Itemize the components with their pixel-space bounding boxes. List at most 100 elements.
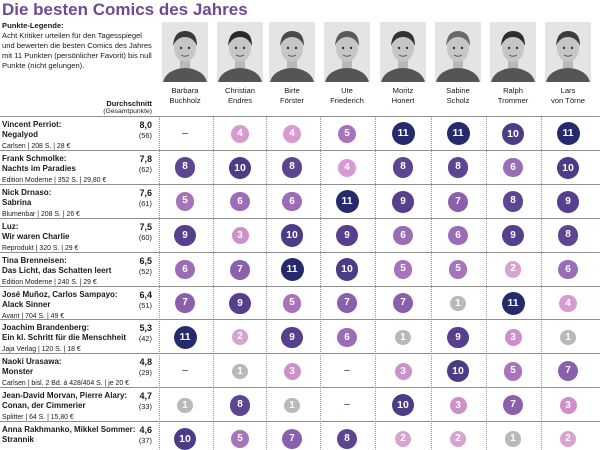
book-author: Joachim Brandenberg: — [2, 323, 90, 332]
book-author: Naoki Urasawa: — [2, 357, 62, 366]
total-points: (33) — [138, 402, 152, 411]
critic-photo-icon — [217, 22, 263, 82]
book-title: Alack Sinner — [2, 300, 51, 310]
critic-photo-icon — [545, 22, 591, 82]
score-circle: 9 — [281, 326, 303, 349]
average-score: 4,7 — [139, 391, 152, 401]
critic-last-name: Endres — [227, 96, 253, 105]
score-circle: 11 — [335, 190, 359, 214]
score-circle: 6 — [503, 158, 523, 178]
score-circle: 6 — [282, 192, 302, 212]
score-circle: 6 — [230, 192, 250, 212]
score-circle: 6 — [393, 226, 413, 246]
critic-photo-icon — [380, 22, 426, 82]
column-divider — [266, 116, 267, 450]
total-points: (37) — [138, 436, 152, 445]
points-legend: Punkte-Legende: Acht Kritiker urteilen f… — [2, 21, 154, 71]
critic-photo-icon — [490, 22, 536, 82]
book-title: Monster — [2, 367, 34, 377]
score-circle: 11 — [556, 122, 580, 146]
book-title: Wir waren Charlie — [2, 232, 70, 242]
critic-first-name: Sabine — [446, 86, 470, 95]
score-circle: 2 — [394, 430, 412, 448]
score-circle: 1 — [560, 329, 576, 345]
book-meta: Edition Moderne | 352 S. | 29,80 € — [2, 176, 107, 184]
score-circle: 5 — [230, 429, 250, 449]
score-circle: 7 — [448, 191, 468, 212]
book-author: Nick Drnaso: — [2, 188, 52, 197]
critic-name: Moritz Honert — [376, 86, 430, 106]
critic-first-name: Lars — [560, 86, 576, 95]
score-circle: 9 — [557, 190, 579, 213]
score-circle: 8 — [174, 157, 196, 179]
total-points: (56) — [138, 131, 152, 140]
critic-first-name: Christian — [225, 86, 255, 95]
row-divider — [0, 184, 600, 185]
critic-last-name: Scholz — [446, 96, 470, 105]
book-entry: Nick Drnaso: Sabrina Blumenbar | 208 S. | … — [2, 188, 158, 220]
book-meta: Reprodukt | 320 S. | 29 € — [2, 244, 79, 252]
score-circle: 4 — [283, 125, 301, 143]
book-entry: Joachim Brandenberg: Ein kl. Schritt für … — [2, 323, 158, 355]
row-divider — [0, 421, 600, 422]
score-circle: 1 — [232, 363, 248, 379]
book-title: Negalyod — [2, 130, 39, 140]
score-circle: 7 — [282, 429, 302, 450]
total-points: (51) — [138, 301, 152, 310]
score-circle: 8 — [336, 428, 358, 450]
score-circle: 3 — [449, 396, 467, 414]
book-entry: Tina Brenneisen: Das Licht, das Schatten … — [2, 256, 158, 288]
row-divider — [0, 387, 600, 388]
score-circle: 8 — [557, 225, 579, 247]
book-title: Nachts im Paradies — [2, 164, 76, 174]
legend-heading: Punkte-Legende: — [2, 21, 64, 30]
score-circle: 9 — [174, 224, 196, 247]
score-circle: 8 — [281, 157, 303, 179]
score-circle: 7 — [393, 293, 413, 314]
score-circle: 5 — [393, 260, 413, 279]
book-author: Anna Rakhmanko, Mikkel Sommer: — [2, 425, 136, 434]
score-circle: 10 — [446, 360, 470, 383]
book-author: Tina Brenneisen: — [2, 256, 67, 265]
total-points: (61) — [138, 199, 152, 208]
critic-first-name: Ute — [341, 86, 353, 95]
row-divider — [0, 252, 600, 253]
column-divider — [541, 116, 542, 450]
no-score-dash: – — [344, 365, 350, 376]
score-circle: 6 — [558, 259, 578, 280]
book-title: Ein kl. Schritt für die Menschheit — [2, 333, 127, 343]
score-circle: 8 — [502, 191, 524, 213]
score-circle: 11 — [173, 325, 197, 349]
score-circle: 6 — [337, 327, 357, 347]
score-circle: 2 — [449, 430, 467, 448]
score-circle: 3 — [559, 396, 577, 414]
total-points: (62) — [138, 165, 152, 174]
score-circle: 9 — [392, 190, 414, 213]
book-entry: José Muñoz, Carlos Sampayo: Alack Sinner A… — [2, 290, 158, 322]
score-circle: 1 — [284, 397, 300, 413]
book-author: José Muñoz, Carlos Sampayo: — [2, 290, 118, 299]
score-circle: 8 — [229, 394, 251, 416]
score-circle: 6 — [448, 226, 468, 246]
score-circle: 2 — [231, 329, 249, 346]
legend-text: Acht Kritiker urteilen für den Tagesspie… — [2, 31, 152, 71]
book-title: Das Licht, das Schatten leert — [2, 266, 112, 276]
score-circle: 11 — [391, 122, 415, 146]
score-circle: 1 — [450, 295, 466, 312]
book-meta: Blumenbar | 208 S. | 26 € — [2, 210, 80, 218]
score-circle: 5 — [503, 361, 523, 381]
average-score: 7,8 — [139, 154, 152, 164]
book-meta: Carlsen | bisl. 2 Bd. à 428/404 S. | je … — [2, 379, 129, 387]
score-circle: 7 — [230, 259, 250, 280]
critic-last-name: Buchholz — [169, 96, 201, 105]
critic-photo-icon — [162, 22, 208, 82]
critic-first-name: Birte — [284, 86, 300, 95]
score-circle: 10 — [501, 122, 525, 146]
score-circle: 1 — [505, 431, 521, 447]
score-circle: 3 — [231, 227, 249, 245]
score-circle: 7 — [175, 293, 195, 314]
score-circle: 5 — [337, 124, 357, 144]
score-circle: 10 — [556, 156, 580, 180]
score-circle: 5 — [175, 192, 195, 212]
book-meta: Splitter | 64 S. | 15,80 € — [2, 413, 74, 421]
